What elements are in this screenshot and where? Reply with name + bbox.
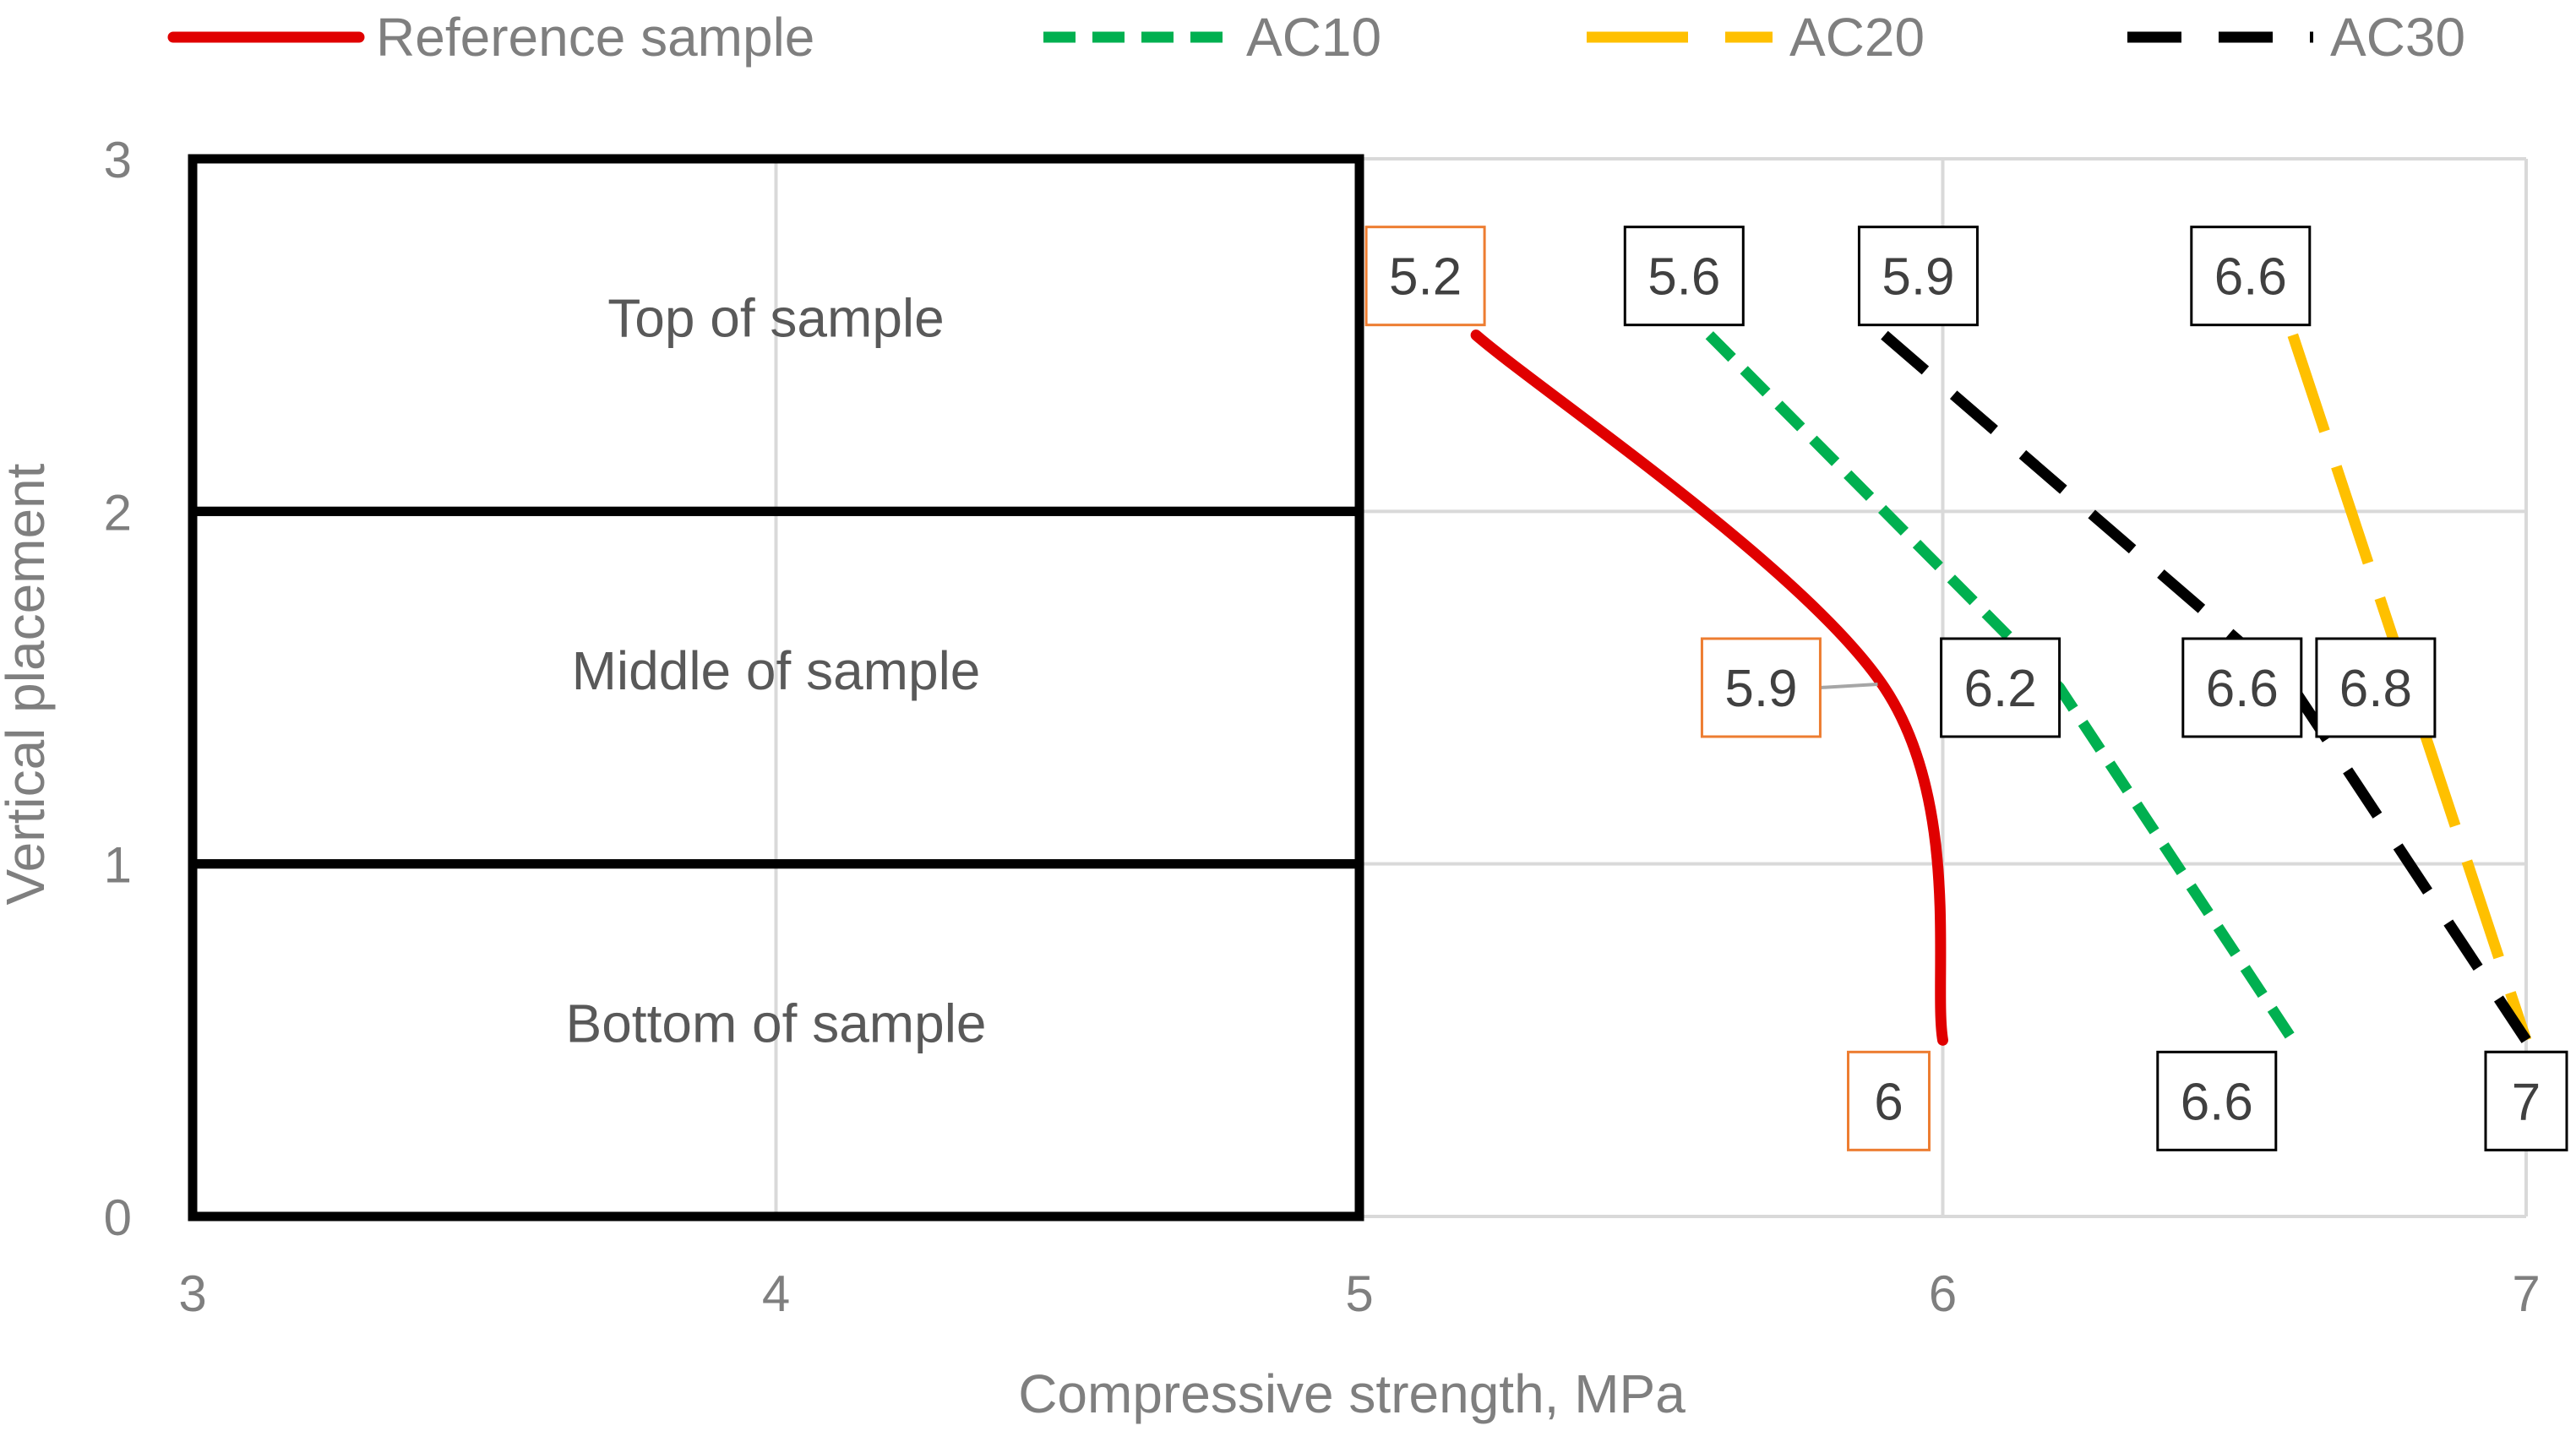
y-axis-title: Vertical placement	[0, 463, 56, 905]
sample-zones: Top of sample Middle of sample Bottom of s…	[188, 154, 1364, 1222]
data-label-box	[2181, 637, 2303, 738]
legend-label: AC20	[1789, 7, 1925, 68]
data-label-box	[2484, 1050, 2568, 1151]
data-label: 6.8	[2339, 660, 2412, 718]
data-label: 5.9	[1724, 660, 1797, 718]
series-line-reference-sample	[1470, 329, 1948, 1046]
data-label-box	[2315, 637, 2437, 738]
zone-label: Top of sample	[607, 288, 944, 349]
x-axis-title: Compressive strength, MPa	[1018, 1363, 1686, 1424]
data-label: 5.6	[1647, 248, 1720, 307]
data-label: 6.6	[2214, 248, 2287, 307]
label-leader-line	[1820, 683, 1878, 689]
legend-label: Reference sample	[376, 7, 814, 68]
legend-label: AC30	[2330, 7, 2465, 68]
data-label-box	[1857, 226, 1979, 327]
x-tick-label: 5	[1345, 1265, 1373, 1322]
data-label-box	[1940, 637, 2061, 738]
data-label-box	[1364, 226, 1486, 327]
zone-label: Middle of sample	[572, 640, 981, 701]
legend-label: AC10	[1246, 7, 1381, 68]
y-tick-label: 2	[104, 484, 132, 541]
zone-label: Bottom of sample	[566, 993, 987, 1053]
data-label-box	[1847, 1050, 1931, 1151]
y-tick-label: 0	[104, 1189, 132, 1246]
data-label-box	[1700, 637, 1822, 738]
series-line-ac30	[1881, 330, 2531, 1043]
data-labels: 5.25.965.66.26.66.66.875.96.67	[1364, 226, 2568, 1151]
x-tick-label: 4	[762, 1265, 790, 1322]
data-label-box	[2156, 1050, 2278, 1151]
legend: Reference sample AC10 AC20 AC30	[167, 7, 2465, 68]
y-tick-label: 3	[104, 132, 132, 188]
data-label: 5.9	[1882, 248, 1954, 307]
data-label: 6.2	[1963, 660, 2036, 718]
x-tick-label: 7	[2512, 1265, 2540, 1322]
data-label: 6.6	[2206, 660, 2279, 718]
y-tick-label: 1	[104, 837, 132, 894]
axes: 3 4 5 6 7 0 1 2 3	[104, 132, 2541, 1322]
x-tick-label: 3	[178, 1265, 206, 1322]
data-label: 6.6	[2181, 1073, 2253, 1131]
x-tick-label: 6	[1929, 1265, 1957, 1322]
data-label: 6	[1874, 1073, 1903, 1131]
zone-box	[188, 859, 1364, 1222]
data-label-box	[1623, 226, 1745, 327]
data-label: 5.2	[1389, 248, 1462, 307]
data-label: 7	[2512, 1073, 2541, 1131]
data-label-box	[2190, 226, 2312, 327]
